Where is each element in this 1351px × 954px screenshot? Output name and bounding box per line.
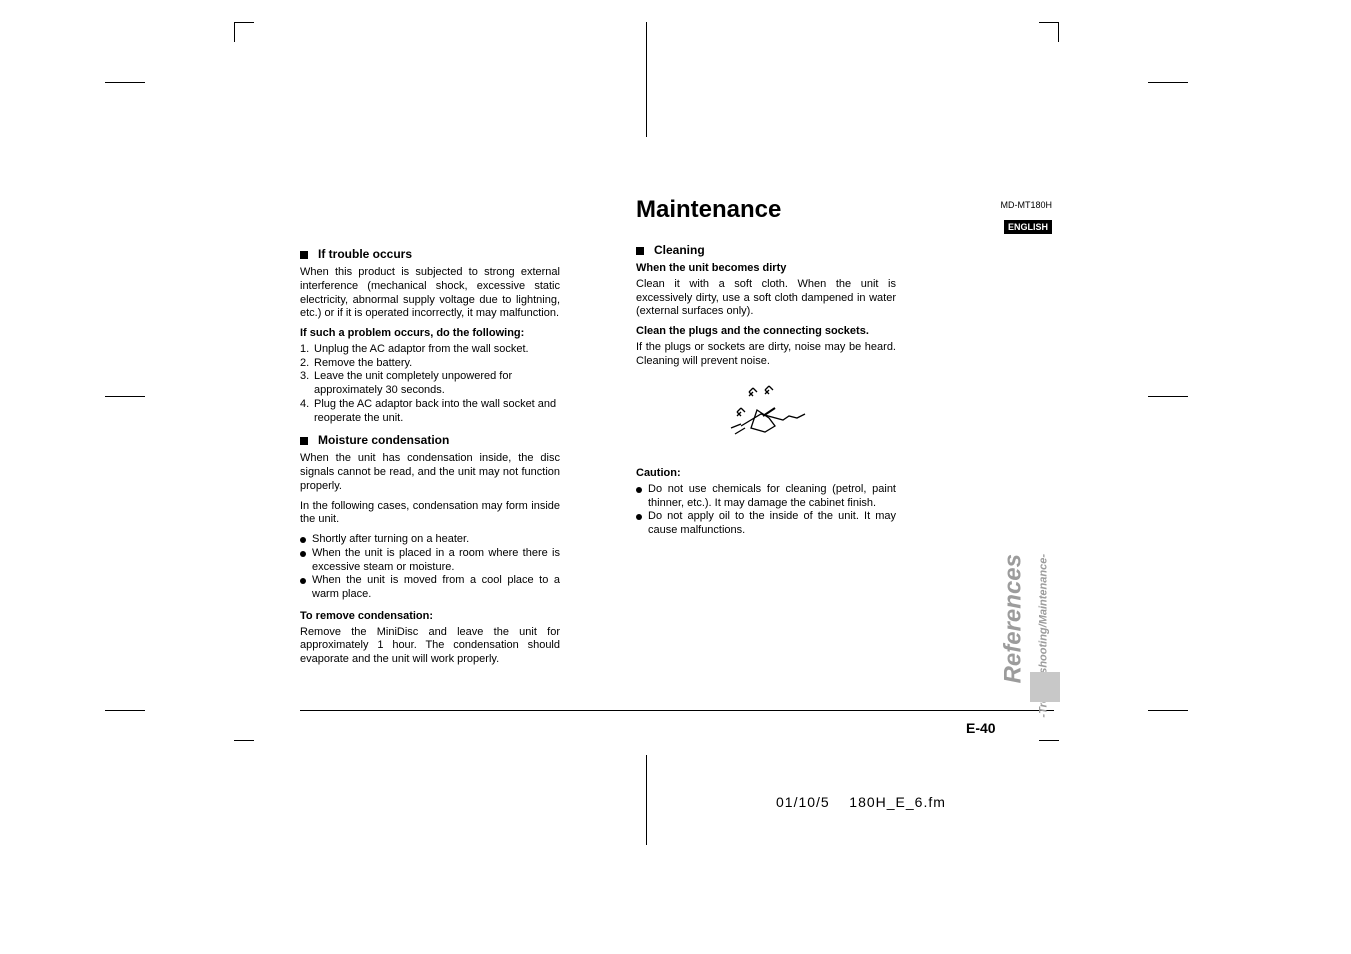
- language-badge: ENGLISH: [1004, 220, 1052, 234]
- trim-tick: [1148, 82, 1188, 83]
- section-title: Moisture condensation: [318, 433, 449, 448]
- side-info: MD-MT180H ENGLISH: [966, 200, 1052, 234]
- list-item: Do not use chemicals for cleaning (petro…: [636, 483, 896, 511]
- footer-date: 01/10/5: [776, 794, 830, 810]
- intro-paragraph: When this product is subjected to strong…: [300, 266, 560, 321]
- left-column: If trouble occurs When this product is s…: [300, 241, 560, 673]
- bullet-square-icon: [300, 251, 308, 259]
- list-item: Do not apply oil to the inside of the un…: [636, 510, 896, 538]
- crop-mark: [234, 22, 254, 42]
- paragraph: Remove the MiniDisc and leave the unit f…: [300, 626, 560, 667]
- bullet-icon: [636, 514, 642, 520]
- remove-heading: To remove condensation:: [300, 610, 560, 624]
- paragraph: Clean it with a soft cloth. When the uni…: [636, 278, 896, 319]
- section-heading: Cleaning: [636, 243, 896, 258]
- section-title: Cleaning: [654, 243, 705, 258]
- content-separator: [300, 710, 1054, 711]
- list-item: 1.Unplug the AC adaptor from the wall so…: [300, 343, 560, 357]
- paragraph: If the plugs or sockets are dirty, noise…: [636, 341, 896, 369]
- section-title: If trouble occurs: [318, 247, 412, 262]
- footer-meta: 01/10/5 180H_E_6.fm: [776, 794, 946, 810]
- list-item: Shortly after turning on a heater.: [300, 533, 560, 547]
- tab-main-label: References: [999, 554, 1027, 683]
- list-item: 2.Remove the battery.: [300, 357, 560, 371]
- page-number: E-40: [966, 720, 996, 736]
- section-heading: Moisture condensation: [300, 433, 560, 448]
- right-column: Maintenance Cleaning When the unit becom…: [636, 195, 896, 546]
- bullet-icon: [300, 551, 306, 557]
- sub-heading: Clean the plugs and the connecting socke…: [636, 325, 896, 339]
- trim-tick: [1148, 396, 1188, 397]
- list-item: 4.Plug the AC adaptor back into the wall…: [300, 398, 560, 426]
- caution-heading: Caution:: [636, 467, 896, 481]
- trim-tick: [1148, 710, 1188, 711]
- page-title: Maintenance: [636, 195, 896, 225]
- list-item: When the unit is placed in a room where …: [300, 547, 560, 575]
- list-item: When the unit is moved from a cool place…: [300, 574, 560, 602]
- action-heading: If such a problem occurs, do the followi…: [300, 327, 560, 341]
- bullet-square-icon: [636, 247, 644, 255]
- paragraph: In the following cases, condensation may…: [300, 500, 560, 528]
- paragraph: When the unit has condensation inside, t…: [300, 452, 560, 493]
- section-heading: If trouble occurs: [300, 247, 560, 262]
- caution-list: Do not use chemicals for cleaning (petro…: [636, 483, 896, 538]
- crop-mark: [1039, 22, 1059, 42]
- thumb-index-block: [1030, 672, 1060, 702]
- trim-tick: [105, 710, 145, 711]
- fold-mark: [646, 755, 647, 845]
- crop-mark: [234, 740, 254, 741]
- trim-tick: [105, 396, 145, 397]
- fold-mark: [646, 22, 647, 137]
- cases-list: Shortly after turning on a heater. When …: [300, 533, 560, 602]
- sub-heading: When the unit becomes dirty: [636, 262, 896, 276]
- trim-tick: [105, 82, 145, 83]
- bullet-square-icon: [300, 437, 308, 445]
- section-tab: References -Troubleshooting/Maintenance-: [968, 340, 1052, 554]
- bullet-icon: [300, 578, 306, 584]
- steps-list: 1.Unplug the AC adaptor from the wall so…: [300, 343, 560, 426]
- model-number: MD-MT180H: [966, 200, 1052, 210]
- bullet-icon: [300, 537, 306, 543]
- plug-illustration: [636, 378, 896, 453]
- bullet-icon: [636, 487, 642, 493]
- footer-file: 180H_E_6.fm: [849, 794, 946, 810]
- list-item: 3.Leave the unit completely unpowered fo…: [300, 370, 560, 398]
- crop-mark: [1039, 740, 1059, 741]
